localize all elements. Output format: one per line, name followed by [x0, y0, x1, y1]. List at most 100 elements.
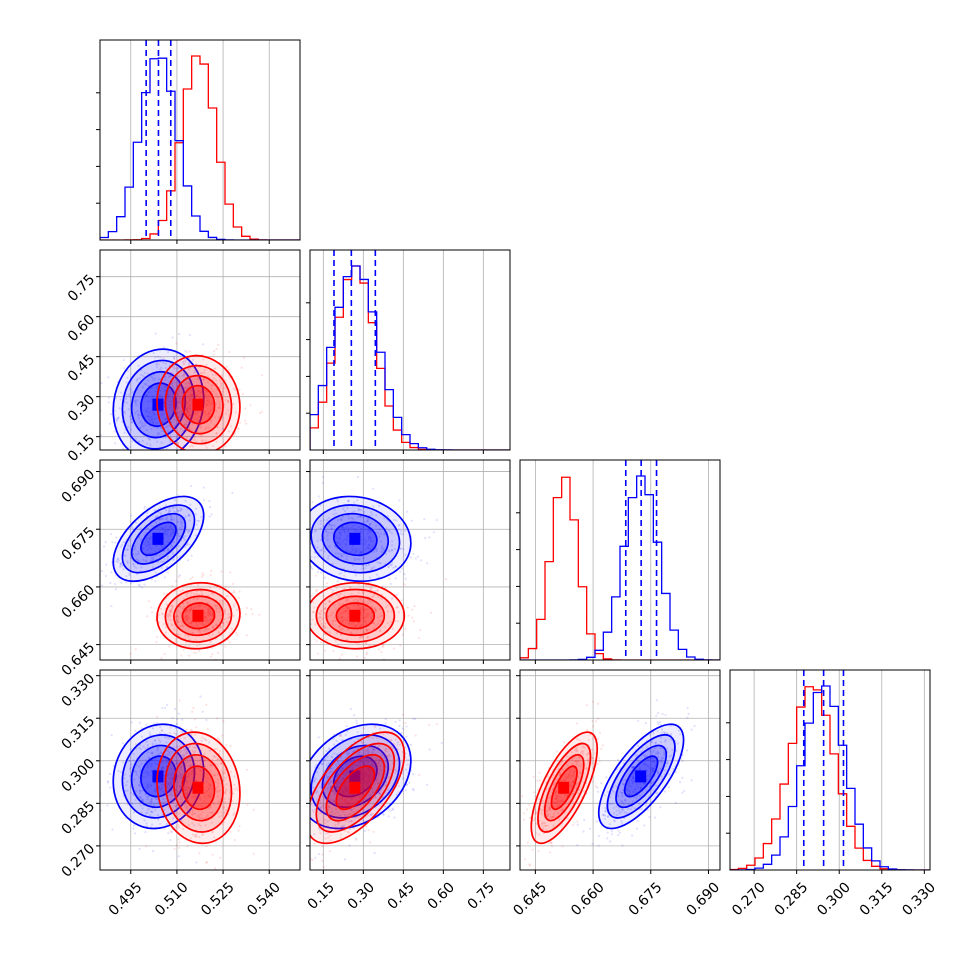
scatter-point [428, 748, 431, 751]
scatter-point [130, 557, 133, 560]
scatter-point [569, 774, 572, 777]
scatter-point [181, 360, 185, 364]
scatter-point [338, 537, 342, 540]
scatter-point [328, 523, 331, 526]
scatter-point [323, 649, 327, 652]
scatter-point [182, 625, 185, 628]
scatter-point [178, 841, 181, 844]
scatter-point [140, 566, 143, 569]
scatter-point [105, 563, 108, 566]
scatter-point [181, 753, 184, 756]
scatter-point [328, 600, 332, 603]
scatter-point [204, 765, 207, 768]
scatter-point [352, 811, 355, 814]
scatter-point [340, 756, 343, 759]
scatter-point [336, 753, 339, 756]
scatter-point [339, 530, 342, 534]
scatter-point [138, 721, 142, 724]
scatter-point [156, 813, 159, 817]
scatter-point [150, 386, 153, 390]
scatter-point [556, 795, 559, 798]
scatter-point [345, 537, 348, 540]
scatter-point [362, 779, 365, 783]
scatter-point [178, 332, 181, 336]
scatter-point [152, 849, 155, 853]
scatter-point [206, 404, 209, 407]
scatter-point [383, 625, 386, 629]
scatter-point [669, 724, 672, 727]
scatter-point [401, 633, 404, 636]
scatter-point [428, 536, 431, 539]
scatter-point [363, 607, 366, 611]
scatter-point [361, 564, 365, 567]
scatter-point [346, 609, 349, 612]
scatter-point [173, 357, 176, 361]
scatter-point [375, 757, 378, 760]
scatter-point [167, 806, 170, 809]
scatter-point [185, 728, 188, 731]
scatter-point [216, 736, 219, 740]
scatter-point [144, 560, 148, 563]
scatter-point [210, 387, 213, 390]
scatter-point [129, 791, 133, 794]
scatter-point [351, 622, 354, 625]
scatter-point [218, 599, 221, 603]
scatter-point [224, 776, 227, 779]
scatter-point [199, 762, 202, 766]
scatter-point [209, 610, 212, 614]
scatter-point [228, 414, 231, 417]
scatter-point [343, 530, 346, 533]
scatter-point [206, 794, 210, 798]
scatter-point [161, 767, 164, 770]
scatter-point [227, 586, 230, 589]
scatter-point [122, 358, 125, 362]
scatter-point [186, 775, 189, 778]
scatter-point [322, 476, 325, 479]
scatter-point [136, 378, 139, 381]
scatter-point [660, 758, 663, 761]
scatter-point [199, 824, 202, 827]
scatter-point [373, 565, 376, 569]
scatter-point [357, 583, 360, 586]
scatter-point [330, 811, 333, 814]
scatter-point [167, 393, 170, 396]
scatter-point [338, 781, 341, 784]
scatter-point [179, 410, 183, 413]
scatter-point [367, 778, 370, 781]
scatter-point [354, 837, 358, 840]
scatter-point [229, 571, 232, 574]
scatter-point [215, 402, 218, 405]
scatter-point [553, 782, 556, 785]
scatter-point [330, 595, 333, 599]
scatter-point [663, 731, 666, 735]
scatter-point [185, 792, 189, 795]
scatter-point [618, 831, 621, 834]
scatter-point [179, 773, 182, 776]
scatter-point [578, 771, 581, 774]
scatter-point [342, 617, 346, 620]
scatter-point [157, 363, 160, 366]
scatter-point [193, 592, 196, 596]
scatter-point [147, 379, 150, 382]
scatter-point [631, 766, 634, 769]
scatter-point [155, 544, 158, 548]
scatter-point [190, 729, 194, 732]
scatter-point [195, 411, 198, 414]
scatter-point [230, 425, 233, 428]
scatter-point [336, 542, 340, 545]
scatter-point [162, 357, 165, 360]
scatter-point [201, 452, 203, 454]
scatter-point [347, 770, 350, 773]
scatter-point [353, 763, 356, 766]
scatter-point [633, 788, 636, 792]
scatter-point [558, 763, 561, 766]
scatter-point [323, 782, 326, 786]
scatter-point [178, 784, 181, 787]
scatter-point [243, 356, 246, 359]
scatter-point [215, 624, 218, 627]
scatter-point [432, 531, 435, 534]
scatter-point [670, 732, 673, 736]
scatter-point [364, 620, 367, 623]
scatter-point [108, 772, 112, 776]
scatter-point [652, 770, 655, 773]
